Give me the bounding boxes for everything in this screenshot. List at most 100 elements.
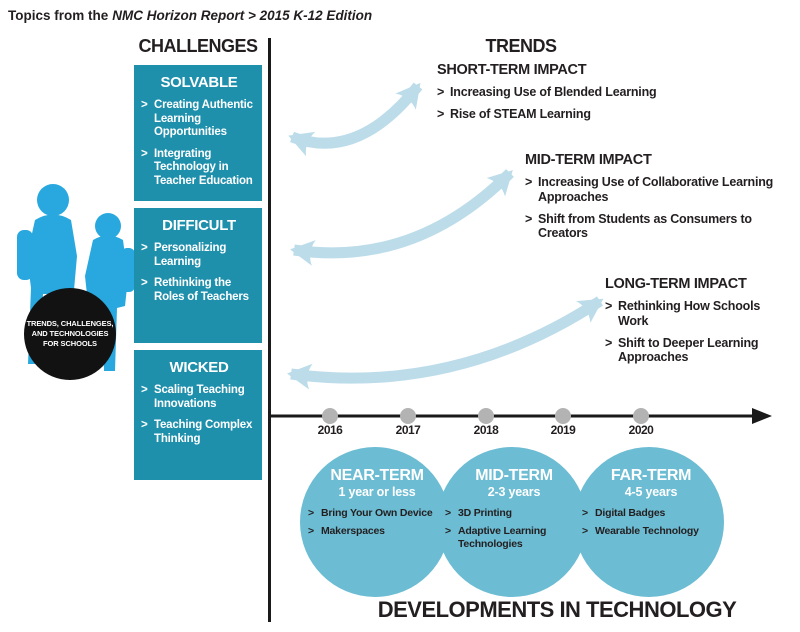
bullet-icon: > xyxy=(525,175,533,189)
tech-item-text: Adaptive Learning Technologies xyxy=(458,525,547,550)
trend-item: > Increasing Use of Blended Learning xyxy=(437,85,687,100)
tech-circle-horizon: 2-3 years xyxy=(487,485,541,499)
bullet-icon: > xyxy=(445,507,451,519)
tech-item-text: Makerspaces xyxy=(321,525,385,538)
bullet-icon: > xyxy=(437,85,445,99)
page-title-report-name: NMC Horizon Report > 2015 K-12 Edition xyxy=(112,8,373,23)
challenge-item-text: Scaling Teaching Innovations xyxy=(154,384,245,410)
tech-item: > Digital Badges xyxy=(582,507,720,519)
bullet-icon: > xyxy=(582,507,588,519)
bullet-icon: > xyxy=(308,507,314,519)
bullet-icon: > xyxy=(141,99,148,111)
trend-item-text: Rise of STEAM Learning xyxy=(450,106,591,121)
trend-group-label: LONG-TERM IMPACT xyxy=(605,276,747,292)
trend-item-text: Rethinking How Schools Work xyxy=(618,299,761,328)
trend-group-mid-term: MID-TERM IMPACT > Increasing Use of Coll… xyxy=(525,152,777,248)
badge-line: AND TECHNOLOGIES xyxy=(31,328,109,338)
tech-item-text: Bring Your Own Device xyxy=(321,507,433,519)
developments-heading: DEVELOPMENTS IN TECHNOLOGY xyxy=(377,597,737,622)
timeline-dot-2016 xyxy=(322,408,338,424)
vertical-divider xyxy=(268,38,271,622)
challenge-item: > Rethinking the Roles of Teachers xyxy=(141,277,257,304)
bullet-icon: > xyxy=(141,242,148,254)
bullet-icon: > xyxy=(582,525,588,538)
tech-circle-label: FAR-TERM xyxy=(610,467,692,484)
challenge-item-text: Personalizing Learning xyxy=(154,242,227,268)
trend-item: > Shift to Deeper Learning Approaches xyxy=(605,336,765,366)
tech-item: > Adaptive Learning Technologies xyxy=(445,525,583,550)
bullet-icon: > xyxy=(141,277,148,290)
challenge-box-solvable: SOLVABLE > Creating Authentic Learning O… xyxy=(134,65,262,201)
timeline-arrowhead-icon xyxy=(752,408,772,424)
trend-item-text: Increasing Use of Blended Learning xyxy=(450,85,657,99)
trend-item-text: Shift from Students as Consumers to Crea… xyxy=(538,211,752,241)
trend-item-text: Increasing Use of Collaborative Learning… xyxy=(538,175,774,204)
trend-item: > Rise of STEAM Learning xyxy=(437,107,687,122)
tech-item: > 3D Printing xyxy=(445,507,583,519)
challenges-heading: CHALLENGES xyxy=(138,36,258,56)
challenge-box-label: SOLVABLE xyxy=(160,74,238,91)
bullet-icon: > xyxy=(605,335,613,350)
tech-circle-near-term: NEAR-TERM 1 year or less > Bring Your Ow… xyxy=(300,447,450,597)
challenge-item: > Creating Authentic Learning Opportunit… xyxy=(141,99,257,140)
trend-group-short-term: SHORT-TERM IMPACT > Increasing Use of Bl… xyxy=(437,62,687,129)
timeline-year-2019: 2019 xyxy=(550,423,576,437)
tech-item-text: Wearable Technology xyxy=(595,525,699,538)
trend-group-label: MID-TERM IMPACT xyxy=(525,152,652,168)
trend-group-label: SHORT-TERM IMPACT xyxy=(437,62,587,78)
tech-item-text: 3D Printing xyxy=(458,507,512,519)
timeline-dot-2018 xyxy=(478,408,494,424)
tech-item-text: Digital Badges xyxy=(595,507,666,519)
trend-group-long-term: LONG-TERM IMPACT > Rethinking How School… xyxy=(605,276,765,372)
trend-item: > Rethinking How Schools Work xyxy=(605,299,765,329)
challenge-item-text: Teaching Complex Thinking xyxy=(154,419,253,445)
bullet-icon: > xyxy=(141,147,148,160)
challenge-item: > Personalizing Learning xyxy=(141,242,257,269)
tech-item: > Bring Your Own Device xyxy=(308,507,446,519)
tech-circle-mid-term: MID-TERM 2-3 years > 3D Printing > Adapt… xyxy=(437,447,587,597)
tech-item: > Makerspaces xyxy=(308,525,446,537)
trend-item: > Increasing Use of Collaborative Learni… xyxy=(525,175,777,205)
timeline-year-2018: 2018 xyxy=(473,423,499,437)
trend-item-text: Shift to Deeper Learning Approaches xyxy=(618,335,759,365)
challenge-item: > Teaching Complex Thinking xyxy=(141,419,257,446)
bullet-icon: > xyxy=(525,211,533,226)
short-term-arrow xyxy=(288,82,423,157)
bullet-icon: > xyxy=(141,384,148,396)
timeline-dot-2017 xyxy=(400,408,416,424)
tech-circle-far-term: FAR-TERM 4-5 years > Digital Badges > We… xyxy=(574,447,724,597)
tech-circle-label: NEAR-TERM xyxy=(330,467,424,484)
timeline-year-2020: 2020 xyxy=(628,423,654,437)
tech-item: > Wearable Technology xyxy=(582,525,720,537)
challenge-item-text: Creating Authentic Learning Opportunitie… xyxy=(154,99,253,139)
bullet-icon: > xyxy=(605,299,613,313)
challenge-box-difficult: DIFFICULT > Personalizing Learning > Ret… xyxy=(134,208,262,343)
tech-circle-label: MID-TERM xyxy=(475,467,553,484)
challenge-item: > Integrating Technology in Teacher Educ… xyxy=(141,148,257,189)
bullet-icon: > xyxy=(308,525,314,538)
timeline-year-2016: 2016 xyxy=(317,423,343,437)
page-title: Topics from the NMC Horizon Report > 2015… xyxy=(8,8,372,23)
page-title-prefix: Topics from the xyxy=(8,8,109,23)
tech-circle-horizon: 1 year or less xyxy=(338,485,416,499)
challenge-item: > Scaling Teaching Innovations xyxy=(141,384,257,411)
report-badge: TRENDS, CHALLENGES, AND TECHNOLOGIES FOR… xyxy=(24,288,116,380)
challenge-item-text: Rethinking the Roles of Teachers xyxy=(154,277,249,303)
badge-line: TRENDS, CHALLENGES, xyxy=(26,318,114,328)
mid-term-arrow xyxy=(290,169,514,266)
bullet-icon: > xyxy=(437,106,445,121)
tech-circle-horizon: 4-5 years xyxy=(624,485,678,499)
bullet-icon: > xyxy=(141,419,148,432)
challenge-box-label: DIFFICULT xyxy=(162,217,236,234)
timeline-dot-2019 xyxy=(555,408,571,424)
long-term-arrow xyxy=(287,296,604,390)
badge-line: FOR SCHOOLS xyxy=(43,339,97,349)
trend-item: > Shift from Students as Consumers to Cr… xyxy=(525,212,777,242)
timeline-year-2017: 2017 xyxy=(395,423,421,437)
timeline-dot-2020 xyxy=(633,408,649,424)
bullet-icon: > xyxy=(445,525,451,538)
challenge-box-label: WICKED xyxy=(169,359,229,376)
trends-heading: TRENDS xyxy=(485,36,557,56)
